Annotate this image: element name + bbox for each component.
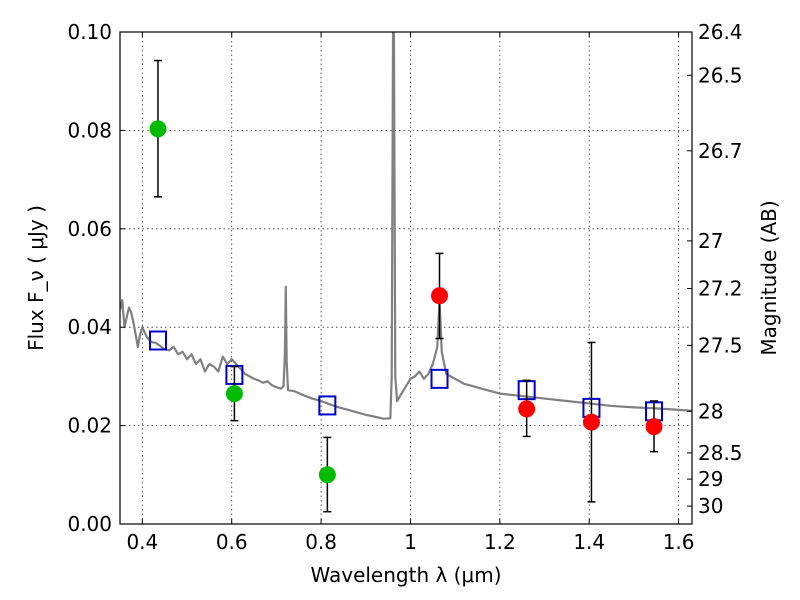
data-point xyxy=(149,120,167,138)
right-tick-label: 27.5 xyxy=(698,333,743,357)
x-tick-label: 0.8 xyxy=(305,530,337,554)
right-tick-label: 30 xyxy=(698,494,723,518)
y-axis-label: Flux F_ν ( μJy ) xyxy=(24,205,48,351)
y-tick-label: 0.00 xyxy=(67,512,112,536)
x-tick-label: 1.4 xyxy=(573,530,605,554)
y-tick-label: 0.02 xyxy=(67,414,112,438)
data-point xyxy=(582,413,600,431)
x-tick-label: 1.6 xyxy=(663,530,695,554)
data-point xyxy=(225,385,243,403)
model-spectrum-line xyxy=(120,32,692,420)
x-axis-label: Wavelength λ (μm) xyxy=(310,563,501,587)
x-tick-label: 0.4 xyxy=(126,530,158,554)
right-tick-label: 28.5 xyxy=(698,441,743,465)
x-tick-label: 1.2 xyxy=(484,530,516,554)
grid-lines xyxy=(120,31,692,525)
axis-ticks: 0.4 0.6 0.8 1 1.2 1.4 1.6 0.00 0.02 0.04 0.06 0.08 0… xyxy=(67,20,742,554)
x-tick-label: 0.6 xyxy=(216,530,248,554)
y-tick-label: 0.08 xyxy=(67,118,112,142)
right-tick-label: 26.4 xyxy=(698,20,743,44)
y-tick-label: 0.06 xyxy=(67,217,112,241)
data-point xyxy=(518,400,536,418)
data-point xyxy=(318,466,336,484)
right-axis-label: Magnitude (AB) xyxy=(757,200,781,355)
right-tick-label: 29 xyxy=(698,467,723,491)
model-photometry-square xyxy=(430,368,449,389)
right-tick-label: 26.7 xyxy=(698,139,743,163)
right-tick-label: 27 xyxy=(698,229,723,253)
model-photometry-square xyxy=(318,395,337,416)
data-point xyxy=(431,287,449,305)
data-point xyxy=(645,418,663,436)
y-tick-label: 0.04 xyxy=(67,315,112,339)
right-tick-label: 27.2 xyxy=(698,277,743,301)
y-tick-label: 0.10 xyxy=(67,20,112,44)
plot-frame xyxy=(119,31,693,525)
model-photometry-square xyxy=(148,330,167,351)
plot-area xyxy=(120,32,692,513)
right-tick-label: 28 xyxy=(698,399,723,423)
right-tick-label: 26.5 xyxy=(698,63,743,87)
x-tick-label: 1 xyxy=(404,530,417,554)
